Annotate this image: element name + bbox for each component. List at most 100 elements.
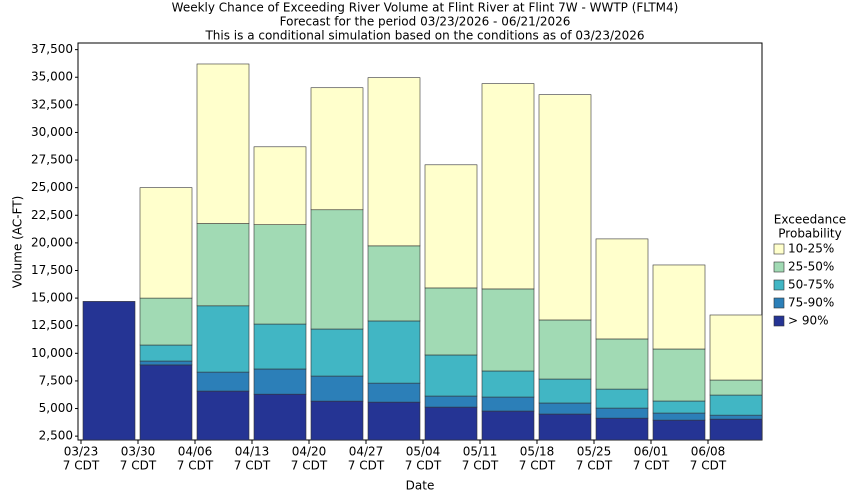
bar-segment	[652, 348, 706, 402]
bar-segment	[196, 305, 250, 373]
y-tick-label: 35,000	[31, 70, 73, 84]
bar-segment	[139, 187, 193, 299]
bar-segment	[652, 419, 706, 441]
x-tick-sublabel: 7 CDT	[462, 459, 499, 473]
x-tick-sublabel: 7 CDT	[348, 459, 385, 473]
x-tick-label: 04/06	[178, 445, 213, 459]
x-tick-sublabel: 7 CDT	[120, 459, 157, 473]
x-tick-sublabel: 7 CDT	[519, 459, 556, 473]
bar-segment	[196, 63, 250, 224]
bar-segment	[538, 319, 592, 380]
legend-title: Probability	[778, 227, 841, 241]
x-tick-label: 03/30	[121, 445, 156, 459]
bar-segment	[709, 418, 763, 441]
x-tick-sublabel: 7 CDT	[576, 459, 613, 473]
legend-title: Exceedance	[774, 213, 846, 227]
bar-segment	[310, 87, 364, 211]
bar-segment	[424, 287, 478, 356]
legend-label: 25-50%	[788, 260, 834, 274]
bar-segment	[652, 412, 706, 421]
bar-segment	[310, 375, 364, 402]
bar-segment	[367, 77, 421, 247]
x-tick-label: 04/13	[235, 445, 270, 459]
legend-label: > 90%	[788, 314, 829, 328]
chart-subtitle: This is a conditional simulation based o…	[204, 29, 644, 43]
x-tick-sublabel: 7 CDT	[234, 459, 271, 473]
bar-segment	[139, 364, 193, 441]
bar-segment	[367, 320, 421, 384]
bar-segment	[538, 94, 592, 321]
y-tick-label: 27,500	[31, 153, 73, 167]
x-tick-label: 03/23	[64, 445, 99, 459]
bar-segment	[709, 394, 763, 416]
bar-segment	[139, 360, 193, 366]
bar-segment	[481, 370, 535, 398]
x-tick-sublabel: 7 CDT	[690, 459, 727, 473]
legend-label: 75-90%	[788, 296, 834, 310]
x-tick-label: 04/27	[349, 445, 384, 459]
y-tick-label: 2,500	[39, 429, 73, 443]
x-axis-label: Date	[406, 479, 435, 493]
legend-swatch	[773, 279, 785, 291]
bar-segment	[538, 413, 592, 441]
bar-segment	[652, 264, 706, 350]
bar-segment	[253, 224, 307, 325]
bar-segment	[481, 83, 535, 290]
x-tick-sublabel: 7 CDT	[633, 459, 670, 473]
x-tick-label: 06/08	[691, 445, 726, 459]
bar-segment	[139, 297, 193, 346]
bar-segment	[481, 288, 535, 372]
bar-segment	[595, 388, 649, 409]
bar-segment	[424, 354, 478, 397]
x-tick-label: 05/18	[520, 445, 555, 459]
chart-title: Weekly Chance of Exceeding River Volume …	[172, 1, 679, 15]
legend-swatch	[773, 315, 785, 327]
x-tick-sublabel: 7 CDT	[177, 459, 214, 473]
bar-segment	[538, 378, 592, 404]
bar-segment	[367, 245, 421, 322]
x-tick-label: 05/25	[577, 445, 612, 459]
x-tick-label: 05/11	[463, 445, 498, 459]
y-tick-label: 20,000	[31, 235, 73, 249]
y-tick-label: 32,500	[31, 97, 73, 111]
bar-segment	[196, 371, 250, 392]
bar-segment	[367, 401, 421, 441]
bar-segment	[424, 406, 478, 441]
y-tick-label: 10,000	[31, 346, 73, 360]
bar-segment	[310, 400, 364, 441]
bar-segment	[367, 382, 421, 403]
bar-segment	[196, 390, 250, 441]
x-tick-label: 06/01	[634, 445, 669, 459]
y-tick-label: 37,500	[31, 42, 73, 56]
bar-segment	[709, 414, 763, 420]
legend-swatch	[773, 243, 785, 255]
bar-segment	[481, 410, 535, 441]
y-axis-label: Volume (AC-FT)	[11, 196, 25, 289]
bar-segment	[709, 379, 763, 396]
x-tick-sublabel: 7 CDT	[405, 459, 442, 473]
legend-swatch	[773, 297, 785, 309]
bar-segment	[196, 223, 250, 307]
legend-label: 10-25%	[788, 242, 834, 256]
legend-label: 50-75%	[788, 278, 834, 292]
bar-segment	[595, 417, 649, 441]
legend-swatch	[773, 261, 785, 273]
y-tick-label: 5,000	[39, 401, 73, 415]
y-tick-label: 30,000	[31, 125, 73, 139]
bar-segment	[310, 328, 364, 377]
x-tick-label: 05/04	[406, 445, 441, 459]
bar-segment	[253, 393, 307, 441]
bar-segment	[424, 164, 478, 289]
bar-segment	[595, 338, 649, 390]
bar-segment	[253, 146, 307, 225]
bar-segment	[82, 301, 136, 441]
bar-segment	[709, 314, 763, 381]
y-tick-label: 17,500	[31, 263, 73, 277]
y-tick-label: 25,000	[31, 180, 73, 194]
chart-subtitle: Forecast for the period 03/23/2026 - 06/…	[280, 15, 571, 29]
bar-segment	[253, 323, 307, 370]
bar-segment	[139, 344, 193, 362]
bar-segment	[652, 400, 706, 414]
y-tick-label: 7,500	[39, 373, 73, 387]
